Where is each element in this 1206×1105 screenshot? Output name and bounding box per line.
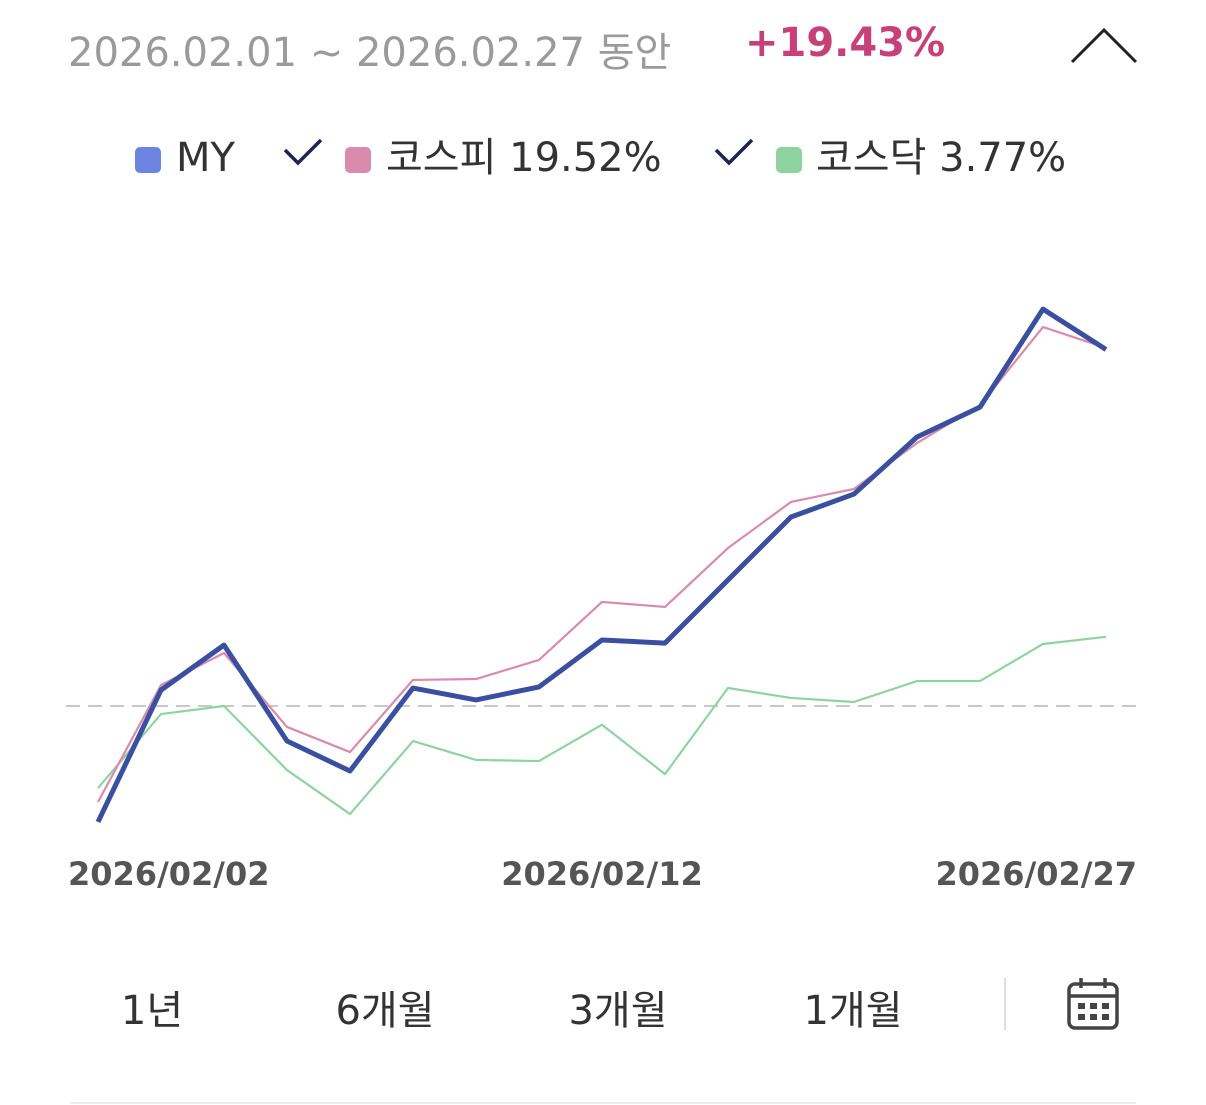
legend-label: 코스닥 3.77% [816, 135, 1066, 181]
bottom-border [70, 1102, 1136, 1104]
calendar-button[interactable] [1066, 976, 1120, 1032]
x-tick-label: 2026/02/02 [68, 855, 270, 893]
period-text: 2026.02.01 ~ 2026.02.27 동안 [68, 30, 672, 76]
period-tab[interactable]: 1년 [120, 988, 184, 1034]
period-tab[interactable]: 1개월 [803, 988, 903, 1034]
period-tab[interactable]: 3개월 [568, 988, 668, 1034]
series-line [95, 306, 1108, 824]
legend-label: 코스피 19.52% [386, 135, 662, 181]
divider [1004, 978, 1006, 1030]
series-line [97, 635, 1107, 816]
collapse-button[interactable] [1066, 22, 1142, 70]
legend-check[interactable] [283, 138, 323, 166]
series-line [97, 325, 1107, 803]
legend-label: MY [176, 135, 236, 181]
legend-swatch [135, 147, 161, 173]
legend-swatch [776, 147, 802, 173]
chart: MY 코스피 19.52% 코스닥 3.77% 2026/02/02 2026/02/1… [66, 135, 1140, 893]
x-tick-label: 2026/02/12 [501, 855, 703, 893]
x-tick-label: 2026/02/27 [936, 855, 1138, 893]
legend-swatch [345, 147, 371, 173]
return-text: +19.43% [745, 20, 946, 66]
legend-check[interactable] [714, 138, 754, 166]
period-tab[interactable]: 6개월 [335, 988, 435, 1034]
